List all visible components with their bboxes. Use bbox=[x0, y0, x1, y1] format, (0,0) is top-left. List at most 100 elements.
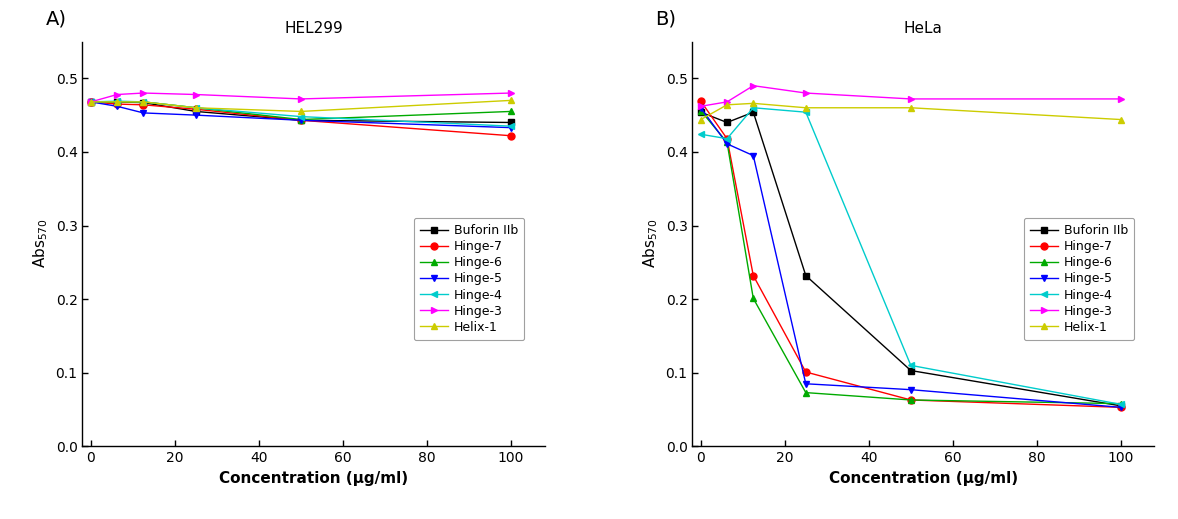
Hinge-3 bbox=[904, 96, 918, 102]
Buforin IIb bbox=[504, 119, 518, 126]
Hinge-4 bbox=[293, 114, 307, 120]
Hinge-7 bbox=[694, 98, 708, 104]
Hinge-3 bbox=[694, 103, 708, 110]
Hinge-7 bbox=[720, 135, 734, 142]
Line: Helix-1: Helix-1 bbox=[697, 100, 1124, 123]
Hinge-5 bbox=[694, 105, 708, 111]
Hinge-6 bbox=[720, 139, 734, 145]
Hinge-7 bbox=[188, 106, 203, 112]
Hinge-7 bbox=[904, 397, 918, 403]
Hinge-5 bbox=[799, 380, 813, 387]
Buforin IIb bbox=[904, 367, 918, 374]
Hinge-5 bbox=[746, 153, 760, 159]
Hinge-5 bbox=[904, 387, 918, 393]
Hinge-4 bbox=[188, 105, 203, 111]
Helix-1 bbox=[84, 99, 98, 105]
Hinge-7 bbox=[746, 272, 760, 279]
Hinge-6 bbox=[137, 99, 151, 105]
Buforin IIb bbox=[84, 99, 98, 105]
Helix-1 bbox=[720, 102, 734, 108]
Buforin IIb bbox=[746, 109, 760, 115]
Hinge-5 bbox=[293, 117, 307, 124]
Helix-1 bbox=[137, 99, 151, 105]
Buforin IIb bbox=[799, 272, 813, 279]
Hinge-7 bbox=[799, 369, 813, 375]
Title: HEL299: HEL299 bbox=[284, 21, 343, 36]
Hinge-4 bbox=[694, 131, 708, 138]
Hinge-3 bbox=[1113, 96, 1127, 102]
Helix-1 bbox=[110, 99, 124, 105]
Helix-1 bbox=[799, 105, 813, 111]
Hinge-5 bbox=[84, 99, 98, 105]
Hinge-4 bbox=[720, 135, 734, 142]
Hinge-4 bbox=[504, 123, 518, 129]
Legend: Buforin IIb, Hinge-7, Hinge-6, Hinge-5, Hinge-4, Hinge-3, Helix-1: Buforin IIb, Hinge-7, Hinge-6, Hinge-5, … bbox=[1024, 218, 1134, 340]
Text: B): B) bbox=[655, 9, 676, 28]
Buforin IIb bbox=[293, 117, 307, 124]
Buforin IIb bbox=[137, 100, 151, 106]
Helix-1 bbox=[694, 116, 708, 122]
Hinge-6 bbox=[84, 99, 98, 105]
Hinge-4 bbox=[904, 362, 918, 368]
Helix-1 bbox=[504, 97, 518, 103]
Hinge-6 bbox=[110, 99, 124, 105]
Hinge-6 bbox=[188, 105, 203, 111]
Hinge-6 bbox=[694, 107, 708, 114]
Hinge-7 bbox=[110, 101, 124, 107]
Line: Hinge-6: Hinge-6 bbox=[697, 107, 1124, 407]
X-axis label: Concentration (μg/ml): Concentration (μg/ml) bbox=[219, 471, 408, 486]
Hinge-5 bbox=[720, 141, 734, 147]
Hinge-3 bbox=[293, 96, 307, 102]
Hinge-6 bbox=[504, 108, 518, 115]
Line: Hinge-5: Hinge-5 bbox=[697, 104, 1124, 411]
Hinge-3 bbox=[720, 99, 734, 105]
Y-axis label: $\mathregular{Abs_{570}}$: $\mathregular{Abs_{570}}$ bbox=[641, 220, 660, 268]
Hinge-5 bbox=[1113, 404, 1127, 411]
Hinge-6 bbox=[799, 389, 813, 395]
Legend: Buforin IIb, Hinge-7, Hinge-6, Hinge-5, Hinge-4, Hinge-3, Helix-1: Buforin IIb, Hinge-7, Hinge-6, Hinge-5, … bbox=[413, 218, 524, 340]
Hinge-4 bbox=[137, 99, 151, 105]
Hinge-7 bbox=[1113, 404, 1127, 411]
Hinge-7 bbox=[293, 117, 307, 124]
Hinge-3 bbox=[137, 90, 151, 96]
Buforin IIb bbox=[694, 109, 708, 115]
Buforin IIb bbox=[110, 99, 124, 105]
Title: HeLa: HeLa bbox=[904, 21, 942, 36]
Hinge-5 bbox=[110, 103, 124, 110]
Line: Hinge-7: Hinge-7 bbox=[87, 99, 515, 139]
Hinge-6 bbox=[1113, 401, 1127, 407]
Line: Hinge-4: Hinge-4 bbox=[87, 98, 515, 130]
Line: Hinge-5: Hinge-5 bbox=[87, 99, 515, 131]
Hinge-4 bbox=[746, 105, 760, 111]
Line: Buforin IIb: Buforin IIb bbox=[697, 108, 1124, 409]
Hinge-4 bbox=[110, 98, 124, 104]
Buforin IIb bbox=[1113, 403, 1127, 409]
Hinge-4 bbox=[84, 99, 98, 105]
Hinge-3 bbox=[84, 99, 98, 105]
Hinge-5 bbox=[137, 110, 151, 116]
Hinge-4 bbox=[799, 109, 813, 115]
Helix-1 bbox=[188, 105, 203, 111]
Hinge-3 bbox=[188, 91, 203, 98]
Hinge-6 bbox=[293, 116, 307, 122]
Hinge-3 bbox=[110, 91, 124, 98]
Hinge-3 bbox=[504, 90, 518, 96]
Line: Buforin IIb: Buforin IIb bbox=[87, 99, 515, 126]
Text: A): A) bbox=[46, 9, 66, 28]
Hinge-3 bbox=[746, 83, 760, 89]
Buforin IIb bbox=[188, 108, 203, 115]
Hinge-6 bbox=[904, 397, 918, 403]
Helix-1 bbox=[1113, 116, 1127, 122]
Hinge-4 bbox=[1113, 401, 1127, 407]
Helix-1 bbox=[904, 105, 918, 111]
Y-axis label: $\mathregular{Abs_{570}}$: $\mathregular{Abs_{570}}$ bbox=[32, 220, 49, 268]
Buforin IIb bbox=[720, 119, 734, 126]
Hinge-6 bbox=[746, 295, 760, 302]
Line: Hinge-7: Hinge-7 bbox=[697, 98, 1124, 411]
Hinge-5 bbox=[504, 125, 518, 131]
Hinge-7 bbox=[84, 99, 98, 105]
Line: Hinge-3: Hinge-3 bbox=[697, 82, 1124, 110]
Hinge-7 bbox=[137, 102, 151, 108]
Line: Helix-1: Helix-1 bbox=[87, 97, 515, 115]
Hinge-5 bbox=[188, 112, 203, 118]
